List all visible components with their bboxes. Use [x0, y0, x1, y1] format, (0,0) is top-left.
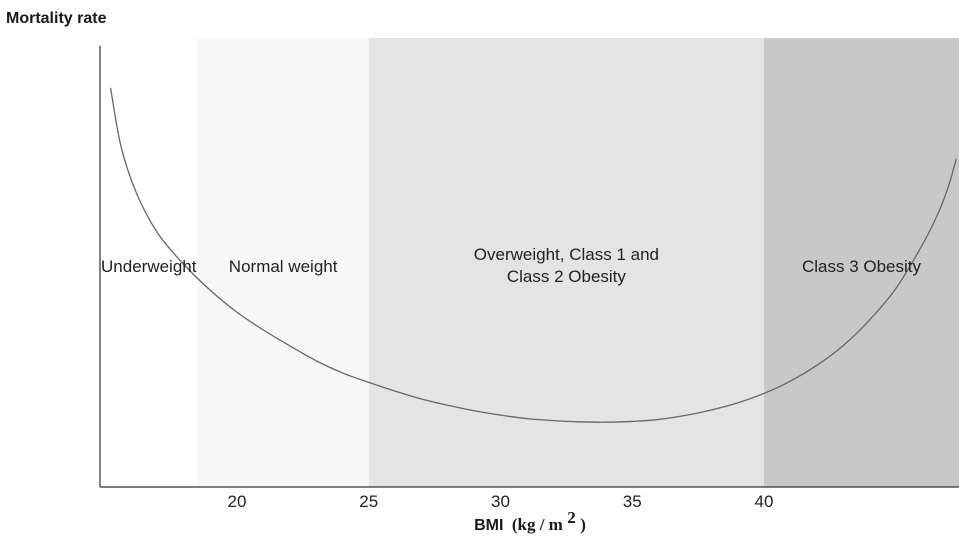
mortality-curve-layer [109, 87, 957, 423]
zone-band-overweight-class1-class2 [368, 38, 765, 487]
zone-labels: Underweight Normal weight Overweight, Clas… [101, 245, 922, 286]
zone-band-class3-obesity [764, 38, 959, 487]
x-axis-label-prefix: BMI [474, 517, 503, 534]
zone-label-underweight: Underweight [101, 257, 197, 276]
x-tick-label: 20 [228, 492, 247, 511]
zone-label-overweight-class1-class2-line-1: Overweight, Class 1 and [474, 245, 659, 264]
zone-label-overweight-class1-class2-line-2: Class 2 Obesity [507, 267, 627, 286]
x-axis-label-unit: (kg / m [512, 515, 563, 534]
x-tick-label: 30 [491, 492, 510, 511]
y-axis-label: Mortality rate [6, 10, 107, 27]
bmi-zones [100, 38, 959, 487]
x-axis-label: BMI (kg / m 2 ) [474, 508, 586, 534]
x-axis-label-unit-superscript: 2 [567, 508, 576, 527]
zone-label-normal-weight: Normal weight [229, 257, 338, 276]
zone-label-class3-obesity: Class 3 Obesity [802, 257, 922, 276]
zone-band-normal-weight [197, 38, 369, 487]
x-axis-label-unit-close: ) [580, 515, 586, 534]
x-tick-label: 25 [359, 492, 378, 511]
x-ticks: 20 25 30 35 40 [228, 492, 774, 511]
x-tick-label: 40 [755, 492, 774, 511]
mortality-curve-1 [109, 87, 957, 423]
axes [99, 46, 959, 488]
x-tick-label: 35 [623, 492, 642, 511]
